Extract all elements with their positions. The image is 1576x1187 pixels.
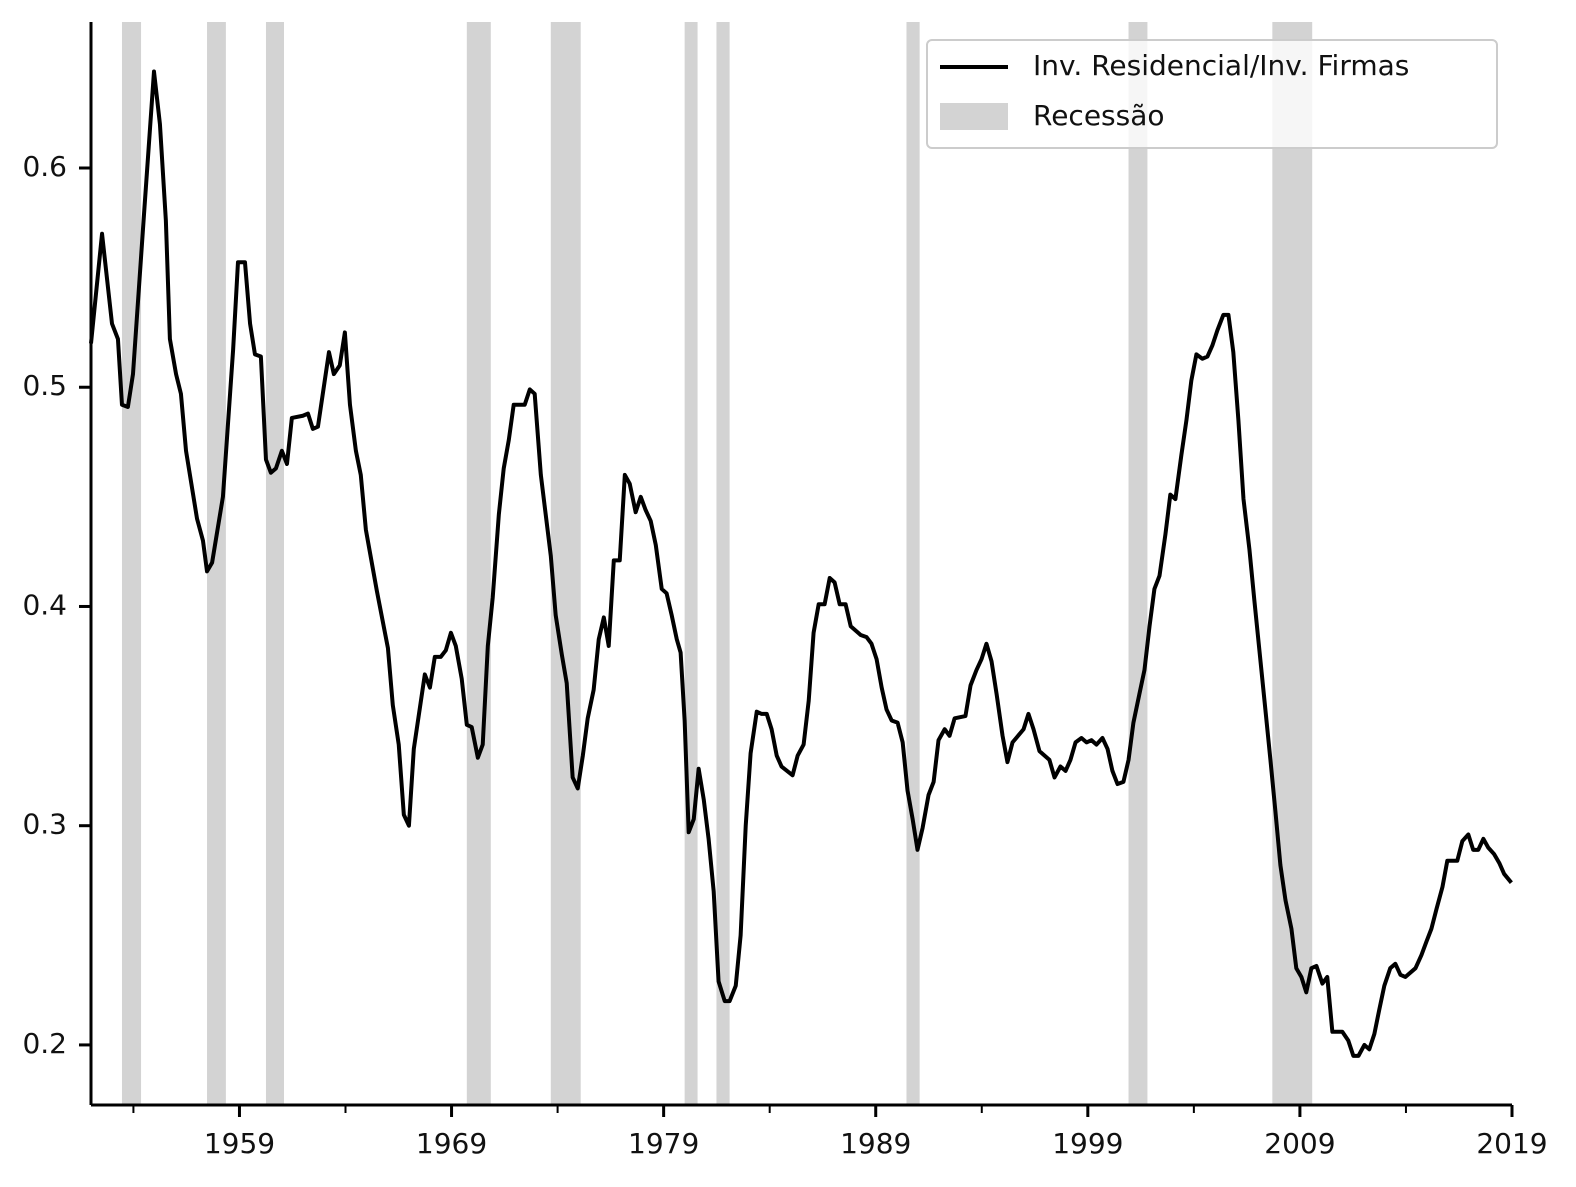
y-tick-label: 0.3 [22, 808, 67, 841]
recession-band [265, 22, 285, 1105]
recession-band [550, 22, 581, 1105]
x-tick-label: 1989 [840, 1127, 911, 1160]
recession-band [906, 22, 920, 1105]
x-tick-label: 1999 [1052, 1127, 1123, 1160]
y-tick-label: 0.4 [22, 588, 67, 621]
recession-band [1128, 22, 1148, 1105]
data-line [89, 69, 1513, 1058]
recession-band [684, 22, 698, 1105]
legend-label: Inv. Residencial/Inv. Firmas [1033, 49, 1409, 82]
legend-label: Recessão [1033, 99, 1165, 132]
x-tick-label: 2019 [1476, 1127, 1547, 1160]
y-tick-label: 0.6 [22, 150, 67, 183]
recession-band [466, 22, 491, 1105]
legend-box [926, 39, 1498, 149]
x-tick-label: 2009 [1264, 1127, 1335, 1160]
recession-band [121, 22, 142, 1105]
recession-band [207, 22, 226, 1105]
legend-band-swatch [940, 103, 1008, 130]
x-tick-label: 1979 [628, 1127, 699, 1160]
x-tick-label: 1969 [416, 1127, 487, 1160]
y-tick-label: 0.2 [22, 1027, 67, 1060]
recession-band [716, 22, 730, 1105]
y-tick-label: 0.5 [22, 369, 67, 402]
x-tick-label: 1959 [204, 1127, 275, 1160]
